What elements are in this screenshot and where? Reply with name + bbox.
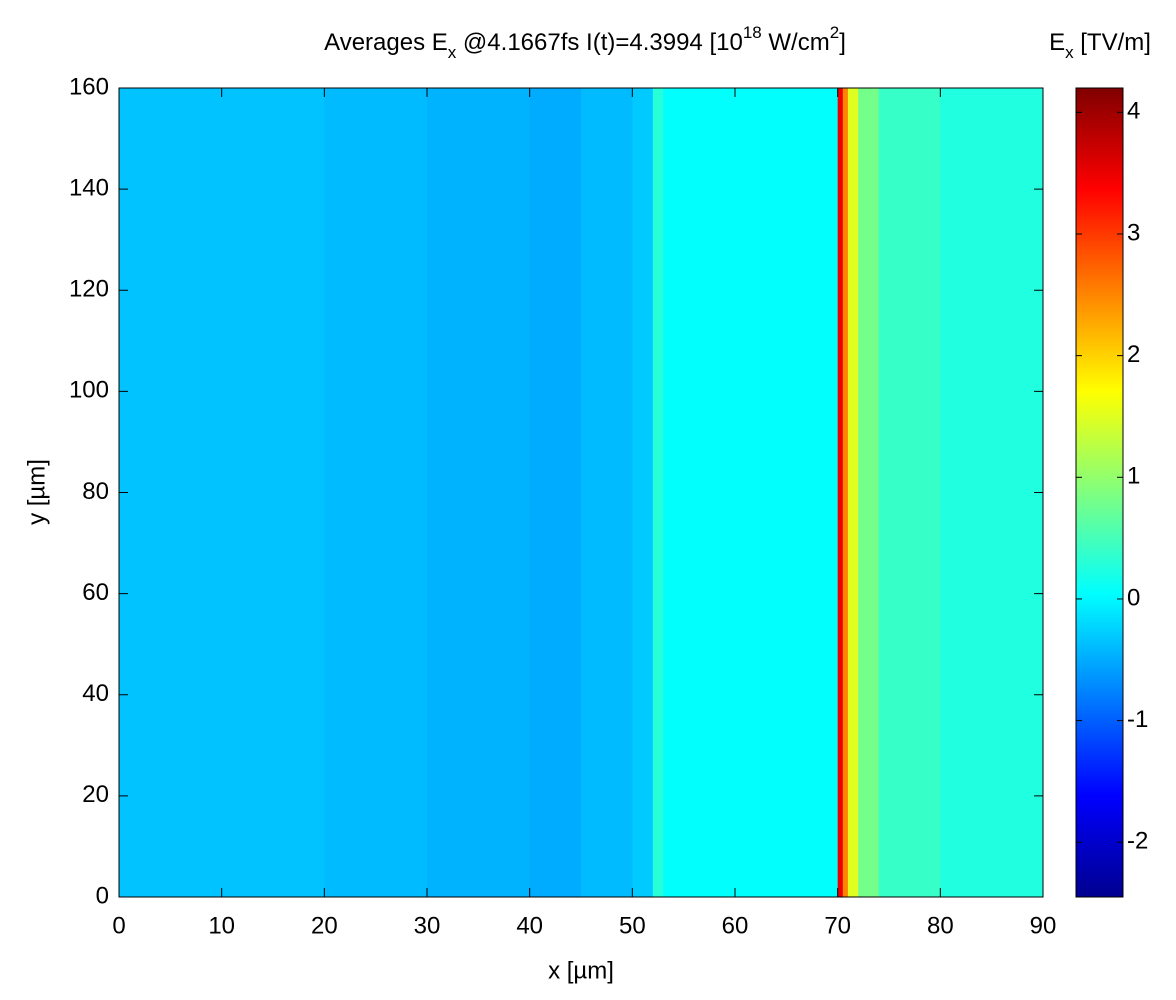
y-tick-label: 40 — [82, 680, 109, 707]
x-tick-label: 80 — [927, 912, 954, 939]
title-part: ] — [839, 29, 846, 56]
title-sub: x — [448, 43, 457, 62]
heat-cell — [940, 88, 1044, 897]
x-tick-label: 30 — [414, 912, 441, 939]
colorbar-tick-label: 1 — [1127, 463, 1140, 490]
y-tick-label: 160 — [69, 73, 109, 100]
heat-cell — [324, 88, 428, 897]
heat-cell — [842, 88, 849, 897]
y-tick-label: 120 — [69, 276, 109, 303]
heat-cell — [847, 88, 859, 897]
heat-cell — [878, 88, 941, 897]
heat-cell — [529, 88, 582, 897]
y-tick-label: 60 — [82, 579, 109, 606]
x-tick-label: 0 — [112, 912, 125, 939]
x-tick-label: 60 — [722, 912, 749, 939]
heat-cell — [581, 88, 633, 897]
x-tick-label: 70 — [824, 912, 851, 939]
x-tick-label: 50 — [619, 912, 646, 939]
title-sup: 2 — [830, 23, 839, 42]
heat-cell — [663, 88, 839, 897]
heat-cell — [837, 88, 844, 897]
colorbar-tick-label: -2 — [1127, 828, 1148, 855]
heat-cell — [221, 88, 325, 897]
heat-cell — [632, 88, 654, 897]
y-tick-label: 20 — [82, 781, 109, 808]
chart-title: Averages Ex @4.1667fs I(t)=4.3994 [1018 … — [324, 23, 846, 62]
x-tick-label: 10 — [208, 912, 235, 939]
x-tick-label: 90 — [1030, 912, 1057, 939]
label-part: [TV/m] — [1074, 29, 1151, 56]
y-tick-label: 140 — [69, 174, 109, 201]
y-tick-label: 100 — [69, 377, 109, 404]
y-tick-label: 80 — [82, 478, 109, 505]
heat-cell — [652, 88, 664, 897]
heat-cell — [858, 88, 880, 897]
colorbar-tick-label: -1 — [1127, 706, 1148, 733]
title-part: Averages E — [324, 29, 448, 56]
colorbar-label: Ex [TV/m] — [1049, 29, 1151, 62]
y-axis-label: y [µm] — [23, 459, 50, 525]
title-sup: 18 — [743, 23, 762, 42]
x-tick-label: 40 — [516, 912, 543, 939]
heat-cell — [119, 88, 223, 897]
title-part: @4.1667fs I(t)=4.3994 [10 — [456, 29, 743, 56]
colorbar — [1075, 87, 1124, 898]
title-part: W/cm — [762, 29, 830, 56]
heat-cell — [427, 88, 531, 897]
x-axis-label: x [µm] — [548, 957, 614, 984]
label-sub: x — [1065, 43, 1074, 62]
y-tick-label: 0 — [96, 882, 109, 909]
x-tick-label: 20 — [311, 912, 338, 939]
colorbar-tick-label: 4 — [1127, 98, 1140, 125]
colorbar-tick-label: 2 — [1127, 341, 1140, 368]
colorbar-tick-label: 3 — [1127, 219, 1140, 246]
label-part: E — [1049, 29, 1065, 56]
colorbar-tick-label: 0 — [1127, 584, 1140, 611]
